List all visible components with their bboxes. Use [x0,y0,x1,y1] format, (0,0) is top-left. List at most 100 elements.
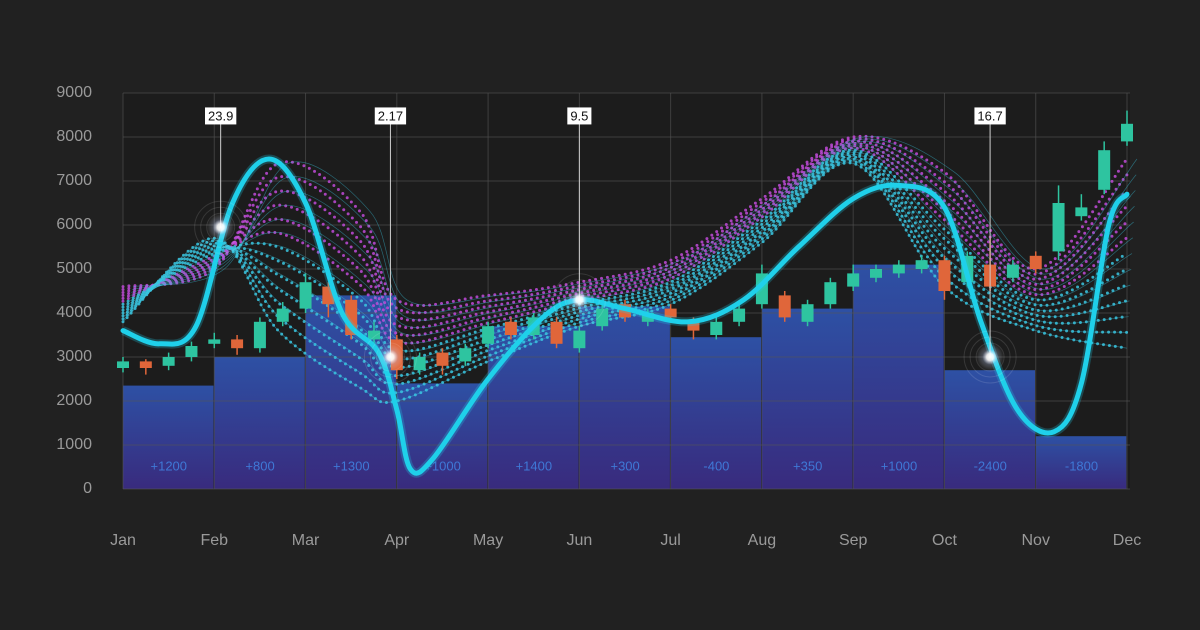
bar-label: -2400 [974,458,1007,473]
candle-body [436,352,449,366]
candle-body [550,321,563,344]
x-tick-label: Jun [566,532,592,549]
candle-body [1121,123,1133,142]
mesh-thread [132,138,1137,314]
candle-body [1075,207,1088,217]
annotation-label: 9.5 [570,108,588,123]
candle-body [139,361,152,368]
candle-body [641,313,654,322]
x-tick-label: Mar [292,532,320,549]
candle-body [870,269,882,278]
x-tick-label: Aug [748,532,776,549]
candle-body [892,264,905,274]
bar-label: +1000 [881,458,918,473]
x-tick-label: Nov [1022,532,1050,549]
y-tick-label: 9000 [56,84,92,101]
candle-body [504,321,517,335]
x-tick-label: Jul [660,532,680,549]
bar [579,306,670,489]
highlight-point [206,213,235,242]
candle-body [276,308,289,322]
candle-body [1098,150,1111,190]
candle-body [459,348,472,362]
y-tick-label: 2000 [56,392,92,409]
candle-body [413,357,426,371]
candle-body [801,304,814,322]
x-tick-label: Apr [384,532,410,549]
annotation-box [205,107,237,125]
bar [944,370,1035,489]
bar [123,385,214,489]
glow-ring [963,330,1017,384]
annotation-box [567,107,592,125]
bar-label: -1800 [1065,458,1098,473]
candle-body [664,308,677,318]
glow-ring [363,330,417,384]
x-tick-label: Sep [839,532,868,549]
bar [670,337,762,489]
mesh-line [121,150,1129,361]
glow-ring [558,279,600,321]
bar [488,326,579,489]
mesh-thread [129,145,1134,336]
y-tick-label: 0 [83,480,92,497]
candle-body [1006,264,1019,278]
mesh-line [121,153,1129,369]
candle-body [915,260,928,269]
candle-body [208,339,221,344]
x-tick-label: Dec [1113,532,1141,549]
candle-body [824,282,837,305]
bar-label: +1000 [424,458,461,473]
bar [214,357,305,489]
mesh-thread [132,135,1138,306]
candle-body [573,330,586,349]
glow-ring [369,336,411,378]
highlight-point [565,285,594,314]
candle-body [368,330,380,340]
candle-body [778,295,791,318]
x-tick-label: Jan [110,532,136,549]
bar [761,308,853,489]
bar-label: +800 [245,458,274,473]
candle-body [117,361,129,368]
y-tick-label: 7000 [56,172,92,189]
bar-label: +350 [793,458,822,473]
candle-body [596,308,609,327]
mesh-thread [131,141,1136,321]
candle-body [185,346,198,357]
candle-body [938,260,951,291]
candle-body [299,282,312,309]
annotation-label: 16.7 [977,108,1002,123]
glow-ring [552,273,606,327]
mesh-thread [126,152,1132,360]
candle-body [162,357,175,366]
x-tick-label: May [473,532,503,549]
candle-body [733,308,746,322]
bar-label: -400 [703,458,729,473]
mesh-thread [128,147,1134,344]
candle-body [1052,203,1065,252]
bar-label: +1400 [516,458,553,473]
bar-label: +1300 [333,458,370,473]
y-tick-label: 3000 [56,348,92,365]
candle-body [482,326,495,344]
glow-ring [969,336,1011,378]
annotation-box [374,107,407,125]
glow-ring [200,206,242,248]
y-tick-label: 1000 [56,436,92,453]
bar-label: +1200 [151,458,188,473]
bar [853,264,944,489]
highlight-point [376,343,405,371]
mesh-thread [125,156,1130,377]
highlight-point [976,343,1005,371]
candle-body [231,339,244,349]
x-tick-label: Oct [932,532,957,549]
y-tick-label: 4000 [56,304,92,321]
mesh-line [121,144,1129,337]
annotation-label: 23.9 [208,108,233,123]
annotation-label: 2.17 [378,108,403,123]
y-tick-label: 8000 [56,128,92,145]
candle-body [847,273,860,287]
mesh-line [121,142,1129,330]
